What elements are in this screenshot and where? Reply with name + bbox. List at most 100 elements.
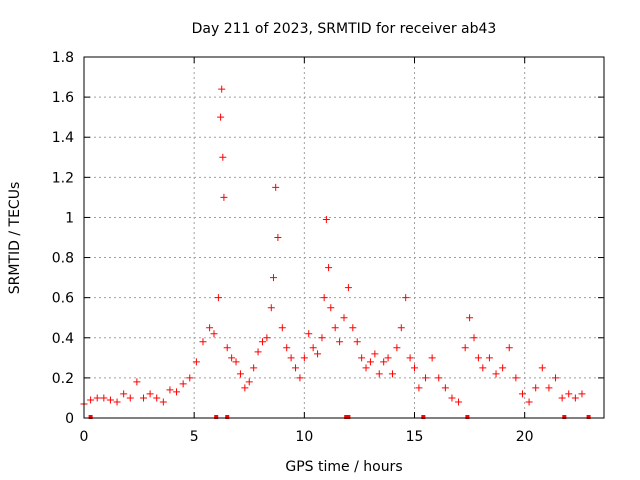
- data-point: [219, 153, 227, 161]
- y-tick-label: 1.4: [52, 130, 74, 146]
- x-axis-label: GPS time / hours: [285, 459, 402, 475]
- data-point: [300, 354, 308, 362]
- y-tick-label: 1.8: [52, 50, 74, 66]
- data-point: [283, 344, 291, 352]
- data-point: [223, 344, 231, 352]
- data-point: [384, 354, 392, 362]
- data-point: [139, 394, 147, 402]
- data-point: [435, 374, 443, 382]
- data-point: [305, 330, 313, 338]
- chart-title: Day 211 of 2023, SRMTID for receiver ab4…: [192, 21, 497, 37]
- data-point: [344, 284, 352, 292]
- data-point: [318, 334, 326, 342]
- data-point: [411, 364, 419, 372]
- data-point: [179, 380, 187, 388]
- x-tick-label: 0: [80, 429, 89, 445]
- data-point: [263, 334, 271, 342]
- data-point: [474, 354, 482, 362]
- data-point: [525, 398, 533, 406]
- data-point: [267, 304, 275, 312]
- data-point: [505, 344, 513, 352]
- bottom-marker: [562, 415, 567, 419]
- data-point: [245, 378, 253, 386]
- data-point: [217, 113, 225, 121]
- data-point: [126, 394, 134, 402]
- data-point: [254, 348, 262, 356]
- y-tick-label: 0.6: [52, 291, 74, 307]
- data-point: [461, 344, 469, 352]
- y-tick-label: 1: [65, 210, 74, 226]
- y-tick-label: 1.6: [52, 90, 74, 106]
- data-point: [331, 324, 339, 332]
- grid-lines: [84, 57, 604, 418]
- bottom-marker: [214, 415, 219, 419]
- data-point: [192, 358, 200, 366]
- data-point: [113, 398, 121, 406]
- plot-frame: [83, 56, 605, 419]
- data-point: [492, 370, 500, 378]
- bottom-markers: [88, 415, 591, 419]
- data-point: [479, 364, 487, 372]
- data-point: [538, 364, 546, 372]
- data-point: [296, 374, 304, 382]
- data-point: [512, 374, 520, 382]
- data-point: [87, 396, 95, 404]
- data-point: [100, 394, 108, 402]
- x-tick-label: 15: [406, 429, 424, 445]
- data-point: [218, 85, 226, 93]
- data-point: [206, 324, 214, 332]
- data-point: [552, 374, 560, 382]
- data-point: [518, 390, 526, 398]
- data-point: [358, 354, 366, 362]
- data-point: [236, 370, 244, 378]
- data-point: [336, 338, 344, 346]
- bottom-marker: [346, 415, 351, 419]
- data-point: [532, 384, 540, 392]
- data-point: [292, 364, 300, 372]
- data-point: [199, 338, 207, 346]
- data-point: [362, 364, 370, 372]
- data-point: [353, 338, 361, 346]
- data-point: [422, 374, 430, 382]
- data-point: [327, 304, 335, 312]
- data-point: [153, 394, 161, 402]
- data-point: [120, 390, 128, 398]
- data-point: [448, 394, 456, 402]
- data-point: [309, 344, 317, 352]
- bottom-marker: [586, 415, 591, 419]
- data-point: [220, 193, 228, 201]
- data-point: [578, 390, 586, 398]
- data-point: [241, 384, 249, 392]
- data-point: [402, 294, 410, 302]
- data-point: [93, 394, 101, 402]
- x-tick-label: 20: [516, 429, 534, 445]
- data-point: [325, 264, 333, 272]
- data-point: [250, 364, 258, 372]
- data-point: [166, 386, 174, 394]
- data-point: [232, 358, 240, 366]
- bottom-marker: [344, 415, 349, 419]
- data-point: [314, 350, 322, 358]
- data-point: [470, 334, 478, 342]
- data-point: [485, 354, 493, 362]
- data-point: [558, 394, 566, 402]
- data-point: [371, 350, 379, 358]
- data-point: [146, 390, 154, 398]
- data-point: [272, 183, 280, 191]
- data-point: [375, 370, 383, 378]
- y-tick-label: 0.8: [52, 251, 74, 267]
- data-point: [455, 398, 463, 406]
- data-point: [428, 354, 436, 362]
- data-point: [393, 344, 401, 352]
- data-point: [278, 324, 286, 332]
- bottom-marker: [421, 415, 426, 419]
- data-point: [349, 324, 357, 332]
- data-point: [320, 294, 328, 302]
- data-point: [466, 314, 474, 322]
- axis-ticks: 0 0.2 0.4 0.6 0.8 1 1.2 1.4 1.6 1.8 0 5 10 15 20: [52, 50, 604, 445]
- y-tick-label: 0: [65, 411, 74, 427]
- x-tick-label: 10: [295, 429, 313, 445]
- data-point: [366, 358, 374, 366]
